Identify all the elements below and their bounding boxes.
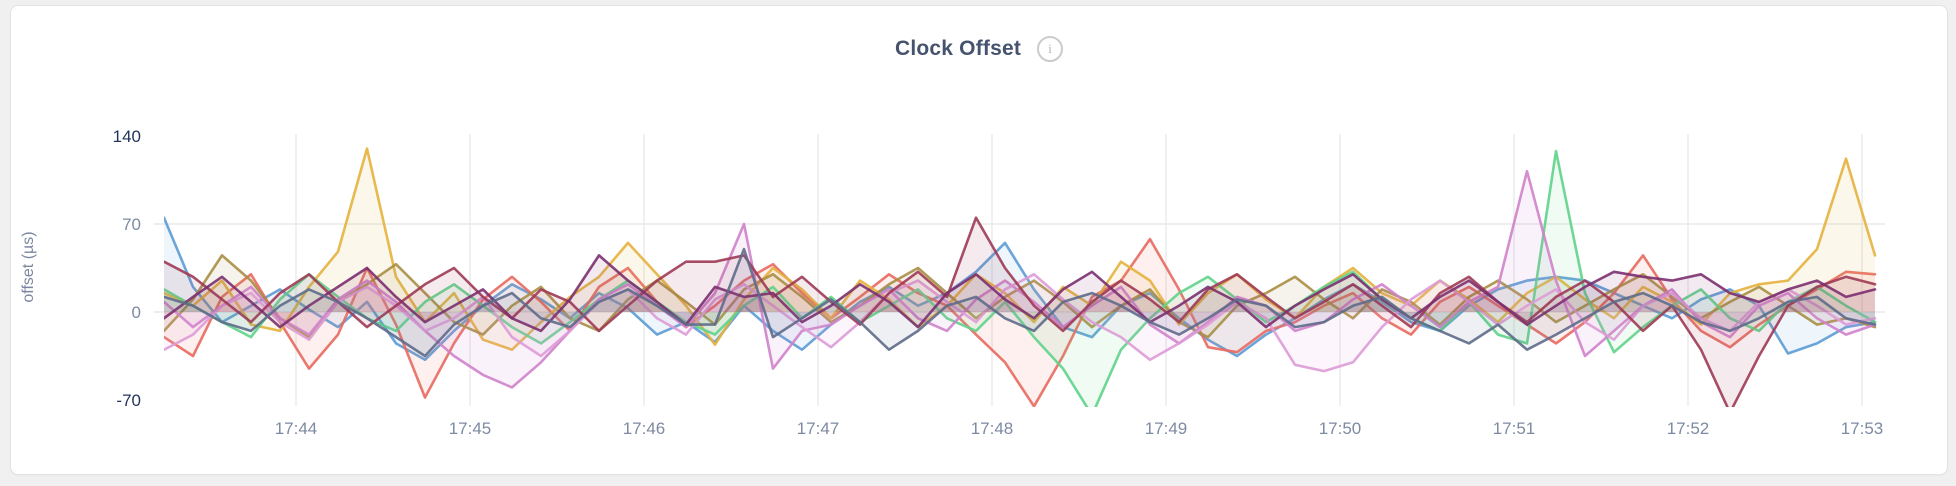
x-tick-label: 17:53 <box>1841 419 1884 438</box>
clock-offset-chart: 17:44 17:45 17:46 17:47 17:48 17:49 17:50 17:51… <box>113 127 1885 438</box>
series-line-slate[interactable] <box>164 247 1877 358</box>
series-line-orchid[interactable] <box>164 169 1877 389</box>
series-area-slate <box>164 249 1875 356</box>
x-tick-label: 17:48 <box>971 419 1014 438</box>
series-line-purple[interactable] <box>164 254 1877 333</box>
y-tick-label: -70 <box>116 391 141 410</box>
series-group <box>164 147 1877 415</box>
series-area-purple <box>164 255 1875 331</box>
x-tick-label: 17:46 <box>623 419 666 438</box>
clock-offset-card: Clock Offset i offset (µs) 17:44 17:45 17:… <box>10 5 1948 475</box>
series-area-salmon <box>164 239 1875 407</box>
series-line-pink[interactable] <box>164 272 1877 373</box>
x-tick-label: 17:51 <box>1493 419 1536 438</box>
info-icon[interactable]: i <box>1037 36 1064 62</box>
x-tick-label: 17:52 <box>1667 419 1710 438</box>
x-tick-label: 17:47 <box>797 419 840 438</box>
y-tick-label: 70 <box>122 215 141 234</box>
y-tick-label: 140 <box>113 127 141 146</box>
chart-header: Clock Offset i <box>11 36 1947 62</box>
x-tick-label: 17:50 <box>1319 419 1362 438</box>
x-tick-label: 17:49 <box>1145 419 1188 438</box>
series-area-pink <box>164 274 1875 372</box>
x-tick-label: 17:44 <box>275 419 318 438</box>
series-area-gold <box>164 148 1875 350</box>
chart-title: Clock Offset <box>894 37 1022 60</box>
x-tick-label: 17:45 <box>449 419 492 438</box>
y-tick-label: 0 <box>132 303 141 322</box>
series-area-orchid <box>164 171 1875 388</box>
series-line-green[interactable] <box>164 149 1877 415</box>
